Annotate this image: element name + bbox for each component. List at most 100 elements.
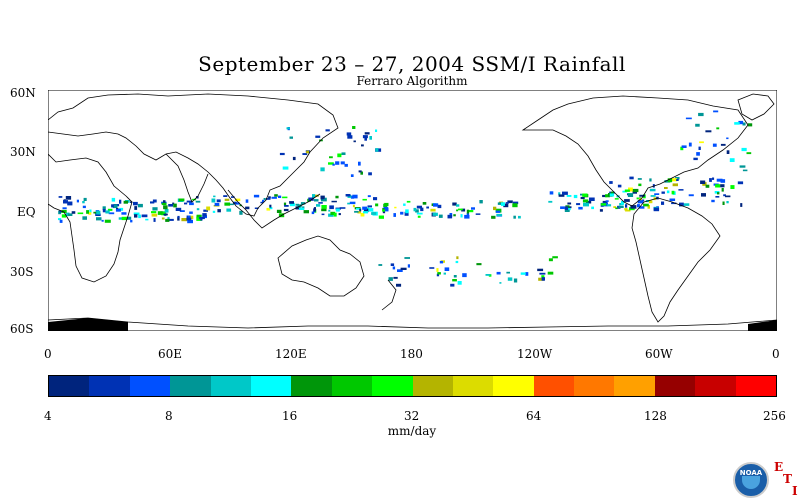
rain-cell-475 [457, 281, 462, 285]
rain-cell-94 [177, 215, 180, 218]
rain-cell-196 [283, 208, 289, 212]
rain-cell-272 [466, 209, 470, 214]
rain-cell-464 [742, 169, 748, 172]
coast-india [165, 153, 209, 203]
rain-cell-38 [102, 209, 106, 213]
rain-cell-187 [314, 199, 319, 202]
map-subtitle: Ferraro Algorithm [356, 74, 468, 88]
rain-cell-384 [711, 199, 715, 203]
rain-cell-347 [671, 202, 677, 205]
rain-cell-60 [189, 202, 194, 206]
rain-cell-323 [566, 195, 572, 197]
rain-cell-213 [299, 207, 305, 210]
lon-label-0-right: 0 [772, 347, 780, 361]
rain-cell-274 [493, 206, 497, 211]
colorbar-swatch-12 [533, 376, 575, 396]
rain-cell-169 [321, 208, 327, 212]
rain-cell-332 [562, 191, 568, 195]
rain-cell-371 [720, 184, 725, 188]
rain-cell-496 [506, 271, 510, 274]
rain-cell-98 [133, 201, 138, 206]
rain-cell-111 [138, 214, 141, 219]
rain-cell-383 [730, 185, 735, 189]
rain-cell-216 [400, 211, 404, 215]
rain-cell-294 [647, 205, 650, 209]
rain-cell-455 [747, 123, 753, 127]
rain-cell-346 [722, 201, 725, 205]
rain-cell-249 [513, 201, 519, 205]
rain-cell-245 [452, 202, 457, 206]
rain-cell-1 [137, 203, 143, 208]
rain-cell-174 [349, 201, 356, 205]
rain-cell-473 [436, 273, 440, 277]
rain-cell-105 [184, 202, 188, 205]
rain-cell-421 [315, 135, 321, 138]
rain-cell-5 [161, 211, 166, 216]
rain-cell-55 [206, 206, 211, 211]
rain-cell-135 [239, 210, 243, 215]
rain-cell-76 [199, 216, 205, 220]
rain-cell-199 [335, 208, 340, 212]
rain-cell-381 [666, 190, 670, 194]
rain-cell-237 [413, 207, 417, 212]
rain-cell-282 [625, 204, 628, 208]
rain-cell-11 [82, 205, 86, 209]
rain-cell-186 [362, 198, 367, 201]
rain-cell-509 [388, 277, 393, 281]
rain-cell-437 [341, 152, 346, 155]
rain-cell-92 [161, 202, 167, 206]
rain-cell-454 [698, 146, 701, 150]
rain-cell-444 [375, 148, 379, 152]
rain-cell-208 [253, 194, 260, 198]
rain-cell-443 [306, 150, 310, 154]
rain-cell-399 [629, 176, 634, 180]
rain-cell-494 [496, 271, 501, 275]
rain-cell-311 [602, 194, 607, 198]
noaa-logo: NOAA [733, 462, 769, 498]
rain-cell-349 [688, 194, 694, 197]
rain-cell-44 [88, 212, 92, 215]
rain-cell-117 [367, 205, 372, 208]
rain-cell-379 [700, 180, 706, 184]
rain-cell-334 [600, 203, 607, 206]
rain-cell-320 [589, 197, 595, 201]
rain-cell-82 [67, 213, 73, 216]
rain-cell-16 [177, 217, 180, 221]
rain-cell-234 [431, 203, 434, 206]
rain-cell-49 [130, 219, 133, 223]
rain-cell-100 [105, 210, 110, 214]
rain-cell-457 [716, 127, 720, 130]
map-title: September 23 – 27, 2004 SSM/I Rainfall [198, 52, 626, 76]
rain-cell-52 [202, 215, 207, 219]
rain-cell-229 [422, 202, 427, 205]
coast-africa [48, 153, 133, 283]
rain-cell-507 [429, 267, 435, 269]
rain-cell-307 [625, 209, 631, 212]
coast-north-america [521, 95, 749, 207]
lat-label-60n: 60N [10, 86, 36, 100]
rain-cell-54 [157, 211, 163, 215]
rain-cell-258 [383, 206, 388, 209]
rain-cell-425 [325, 129, 330, 132]
rain-cell-365 [721, 188, 724, 192]
colorbar-tick-64: 64 [526, 409, 542, 423]
rain-cell-114 [328, 213, 334, 217]
rain-cell-242 [503, 203, 509, 208]
rain-cell-268 [466, 213, 470, 217]
rain-cell-369 [683, 203, 690, 206]
rain-cell-151 [321, 205, 327, 209]
rain-cell-10 [112, 204, 118, 209]
rain-cell-480 [452, 279, 457, 282]
rain-cell-500 [462, 273, 467, 278]
rain-cell-12 [107, 208, 113, 211]
rain-cell-270 [426, 206, 429, 209]
rain-cell-103 [76, 199, 79, 203]
rain-cell-482 [547, 271, 554, 275]
rain-cell-362 [617, 184, 622, 188]
rain-cell-466 [741, 147, 747, 152]
colorbar-tick-32: 32 [404, 409, 420, 423]
colorbar-swatch-15 [654, 376, 696, 396]
rain-cell-152 [217, 209, 221, 213]
rain-cell-25 [203, 209, 208, 212]
rain-cell-235 [417, 215, 421, 218]
